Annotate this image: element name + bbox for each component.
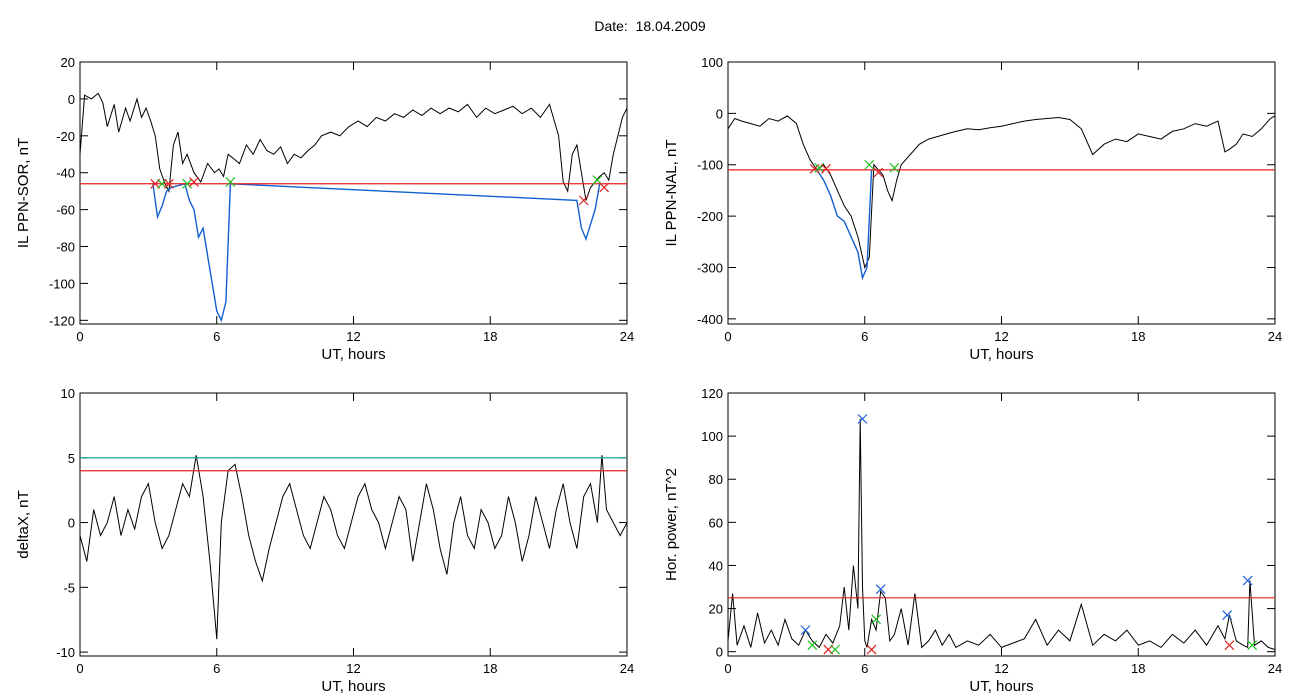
- cross-marker: [225, 177, 236, 187]
- chart-panel-power: 0 6 12 18 24 120 100 80 60 40 20 0 UT, hours Hor. pow…: [663, 386, 1282, 695]
- x-tick-label: 0: [76, 661, 83, 676]
- y-tick-label: 0: [716, 645, 723, 660]
- chart-panel-sor: 0 6 12 18 24 20 0 -20 -40 -60 -80 -100 -120 UT, hours…: [15, 55, 634, 363]
- plot-frame: [727, 61, 1276, 325]
- cross-marker: [857, 413, 868, 424]
- x-tick-label: 12: [346, 661, 360, 676]
- cross-marker: [875, 584, 886, 595]
- x-tick-label: 18: [1131, 661, 1145, 676]
- cross-marker: [864, 159, 875, 170]
- series-line-trace: [80, 455, 627, 640]
- x-tick-label: 18: [1131, 329, 1145, 344]
- y-tick-label: 0: [68, 516, 75, 531]
- y-tick-label: -300: [697, 260, 723, 275]
- y-tick-label: 40: [709, 558, 723, 573]
- y-tick-label: -120: [49, 313, 75, 328]
- series-line-event: [816, 169, 873, 281]
- x-tick-label: 6: [213, 661, 220, 676]
- chart-panel-nal: 0 6 12 18 24 100 0 -100 -200 -300 -400 UT, hours IL …: [663, 55, 1282, 363]
- y-tick-label: -40: [56, 166, 75, 181]
- x-axis-label: UT, hours: [969, 678, 1033, 695]
- x-tick-label: 6: [861, 329, 868, 344]
- cross-marker: [889, 162, 900, 173]
- x-tick-label: 18: [483, 661, 497, 676]
- date-label: Date:: [594, 18, 628, 34]
- x-axis-label: UT, hours: [969, 346, 1033, 363]
- y-tick-label: 100: [701, 55, 723, 70]
- y-tick-label: 80: [709, 472, 723, 487]
- plot-frame: [79, 61, 628, 325]
- cross-marker: [800, 625, 811, 636]
- y-tick-label: -60: [56, 203, 75, 218]
- series-line-event: [152, 182, 601, 323]
- x-tick-label: 0: [724, 661, 731, 676]
- y-axis-label: Hor. power, nT^2: [663, 468, 680, 581]
- x-tick-label: 6: [861, 661, 868, 676]
- cross-marker: [1224, 640, 1235, 651]
- date-value: 18.04.2009: [635, 18, 706, 34]
- y-tick-label: 10: [61, 386, 75, 401]
- x-axis-label: UT, hours: [321, 678, 385, 695]
- y-tick-label: 0: [68, 92, 75, 107]
- y-tick-label: 20: [61, 55, 75, 70]
- cross-marker: [1222, 610, 1233, 620]
- chart-date-header: Date: 18.04.2009: [0, 18, 1300, 34]
- chart-panel-deltax: 0 6 12 18 24 10 5 0 -5 -10 UT, hours deltaX, nT: [15, 386, 634, 695]
- y-tick-label: -5: [63, 580, 75, 595]
- y-axis-label: IL PPN-NAL, nT: [663, 140, 680, 247]
- y-tick-label: 0: [716, 106, 723, 121]
- cross-marker: [1242, 575, 1253, 586]
- cross-marker: [189, 177, 199, 187]
- cross-marker: [873, 167, 884, 178]
- x-tick-label: 6: [213, 329, 220, 344]
- cross-marker: [821, 163, 831, 174]
- cross-marker: [871, 614, 882, 625]
- cross-marker: [578, 195, 589, 206]
- cross-marker: [163, 178, 174, 189]
- x-tick-label: 0: [724, 329, 731, 344]
- y-tick-label: -200: [697, 209, 723, 224]
- cross-marker: [830, 644, 841, 655]
- x-tick-label: 12: [346, 329, 360, 344]
- x-tick-label: 24: [620, 661, 634, 676]
- x-tick-label: 24: [1268, 661, 1282, 676]
- y-tick-label: 100: [701, 429, 723, 444]
- y-tick-label: -100: [49, 276, 75, 291]
- plot-frame: [79, 392, 628, 657]
- x-tick-label: 12: [994, 661, 1008, 676]
- series-line-trace: [728, 115, 1275, 270]
- y-axis-label: deltaX, nT: [15, 490, 32, 558]
- x-tick-label: 12: [994, 329, 1008, 344]
- y-axis-label: IL PPN-SOR, nT: [15, 138, 32, 248]
- cross-marker: [1247, 640, 1258, 651]
- y-tick-label: -20: [56, 129, 75, 144]
- cross-marker: [807, 640, 818, 651]
- x-tick-label: 18: [483, 329, 497, 344]
- cross-marker: [866, 644, 877, 655]
- plot-frame: [727, 392, 1276, 657]
- x-tick-label: 24: [1268, 329, 1282, 344]
- x-tick-label: 24: [620, 329, 634, 344]
- y-tick-label: -400: [697, 312, 723, 327]
- y-tick-label: 20: [709, 602, 723, 617]
- y-tick-label: -100: [697, 158, 723, 173]
- y-tick-label: 5: [68, 451, 75, 466]
- x-tick-label: 0: [76, 329, 83, 344]
- y-tick-label: -80: [56, 240, 75, 255]
- cross-marker: [182, 178, 193, 189]
- x-axis-label: UT, hours: [321, 346, 385, 363]
- series-line-trace: [728, 418, 1275, 650]
- y-tick-label: 60: [709, 515, 723, 530]
- y-tick-label: 120: [701, 386, 723, 401]
- y-tick-label: -10: [56, 645, 75, 660]
- cross-marker: [599, 182, 610, 193]
